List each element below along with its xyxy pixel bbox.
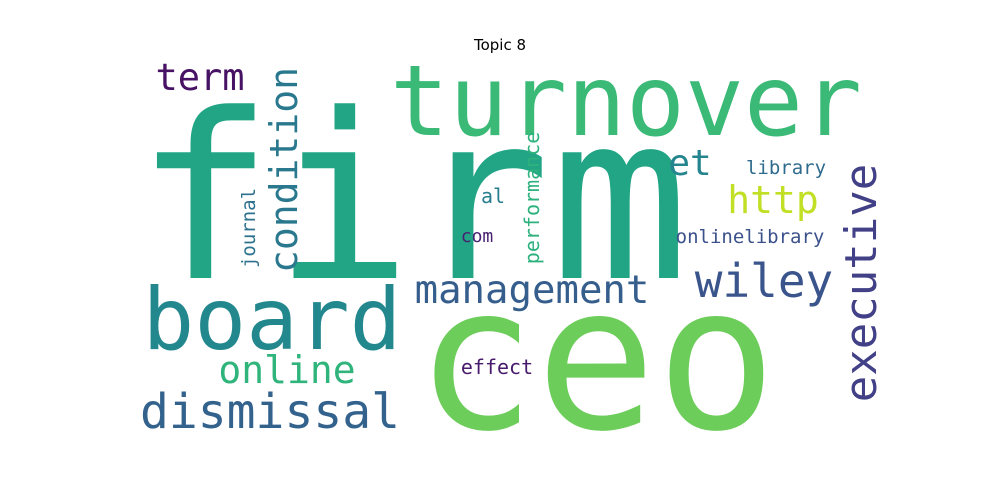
word-online: online [218, 348, 355, 392]
word-executive: executive [836, 164, 887, 402]
word-et: et [668, 143, 711, 184]
word-ceo: ceo [415, 243, 776, 476]
word-com: com [461, 226, 494, 247]
word-journal: journal [238, 188, 260, 268]
word-term: term [155, 56, 244, 99]
word-condition: condition [262, 67, 306, 273]
word-performance: performance [520, 132, 544, 264]
word-dismissal: dismissal [140, 384, 400, 440]
word-effect: effect [461, 355, 533, 379]
chart-title: Topic 8 [473, 36, 527, 54]
word-http: http [727, 178, 819, 222]
word-al: al [481, 184, 505, 208]
word-board: board [143, 270, 402, 370]
word-onlinelibrary: onlinelibrary [676, 226, 825, 248]
word-management: management [415, 268, 650, 313]
word-firm: firm [135, 66, 689, 333]
word-library: library [746, 157, 826, 179]
word-turnover: turnover [390, 45, 862, 159]
word-wiley: wiley [695, 254, 833, 308]
